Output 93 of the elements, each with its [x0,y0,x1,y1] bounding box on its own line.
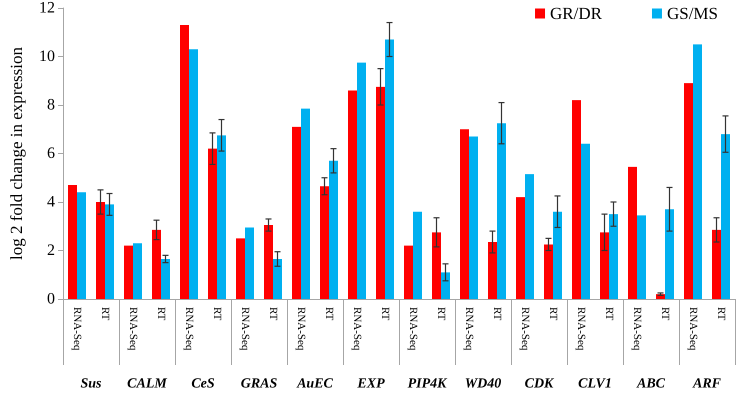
bar [376,86,385,299]
x-tick-label: RNA-Seq [575,307,587,351]
legend-label: GS/MS [666,4,718,23]
bar [712,230,721,299]
x-tick-label: RT [715,307,727,321]
x-tick-label: RNA-Seq [295,307,307,351]
bar [441,272,450,299]
x-tick-label: RNA-Seq [631,307,643,351]
bar [301,108,310,299]
y-tick-label: 8 [47,96,55,114]
x-tick-label: RT [603,307,615,321]
bar [208,148,217,299]
bar [497,123,506,299]
bar [665,209,674,299]
x-tick-label: RNA-Seq [407,307,419,351]
y-tick-label: 0 [47,290,55,308]
bar [152,230,161,299]
x-tick-label: RT [379,307,391,321]
x-tick-label: RT [659,307,671,321]
text: CLV1 [578,376,612,392]
text: WD40 [464,376,502,392]
bar [273,258,282,299]
x-tick-label: RNA-Seq [239,307,251,351]
x-tick-label: RNA-Seq [351,307,363,351]
bar [264,225,273,299]
text: CDK [524,376,556,392]
bar [516,197,525,299]
bar [357,62,366,299]
bar [553,212,562,299]
bar [292,126,301,299]
bar [413,212,422,299]
bar [693,44,702,299]
bar [637,215,646,299]
x-tick-label: RNA-Seq [127,307,139,351]
text: ARF [692,376,722,392]
x-tick-label: RT [435,307,447,321]
bar [600,232,609,299]
y-tick-label: 4 [47,194,55,210]
bar [180,24,189,299]
text: AuEC [296,376,334,392]
bar [217,135,226,299]
text: CeS [191,376,215,392]
x-tick-label: RT [155,307,167,321]
bar [572,100,581,299]
x-tick-label: RT [99,307,111,321]
x-tick-label: RT [323,307,335,321]
bar [628,166,637,299]
bar [404,246,413,299]
bar [124,246,133,299]
x-tick-label: RNA-Seq [183,307,195,351]
bar [348,90,357,299]
legend-label: GR/DR [550,4,603,23]
text: EXP [356,376,386,392]
x-tick-label: RNA-Seq [687,307,699,351]
bar [329,160,338,299]
text: CALM [127,376,168,392]
bar [488,242,497,299]
y-tick-label: 2 [47,242,55,259]
bar [581,144,590,299]
bar [236,238,245,299]
x-tick-label: RT [547,307,559,321]
bar [320,186,329,299]
y-axis-title: log 2 fold change in expression [7,46,26,260]
x-tick-label: RT [211,307,223,321]
text: ABC [636,376,666,392]
y-tick-label: 10 [39,48,55,65]
bar [609,214,618,299]
bar [525,174,534,299]
x-tick-label: RT [491,307,503,321]
bar [385,40,394,299]
bar [469,136,478,299]
y-tick-label: 12 [39,0,55,16]
bar [432,232,441,299]
bar [721,134,730,299]
bar [189,49,198,299]
text: PIP4K [408,376,448,392]
x-tick-label: RNA-Seq [71,307,83,351]
bar [68,185,77,299]
x-tick-label: RT [267,307,279,321]
bar [96,202,105,299]
text: Sus [80,376,102,392]
y-tick-label: 6 [47,145,55,162]
text: GRAS [240,376,278,392]
bar [161,258,170,299]
bar [544,244,553,299]
bar [460,129,469,299]
x-tick-label: RNA-Seq [463,307,475,351]
bar [684,83,693,299]
bar [245,227,254,299]
bar [105,204,114,299]
bar [77,192,86,299]
x-tick-label: RNA-Seq [519,307,531,351]
bar [133,243,142,299]
